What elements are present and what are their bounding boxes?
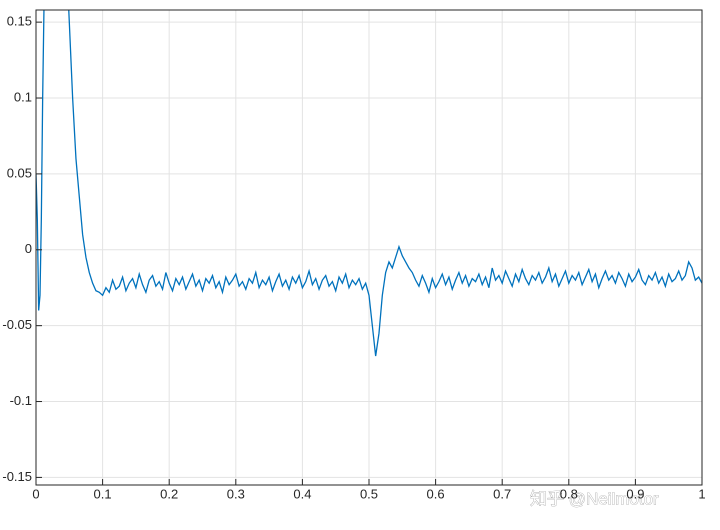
- x-tick-label: 0.6: [427, 486, 445, 501]
- y-tick-label: -0.05: [2, 317, 32, 332]
- y-tick-label: 0.05: [7, 165, 32, 180]
- y-tick-label: -0.1: [10, 393, 32, 408]
- x-tick-label: 0.8: [560, 486, 578, 501]
- x-tick-label: 0: [32, 486, 39, 501]
- x-tick-label: 0.5: [360, 486, 378, 501]
- x-tick-label: 0.7: [493, 486, 511, 501]
- x-tick-label: 1: [698, 486, 705, 501]
- x-tick-label: 0.3: [227, 486, 245, 501]
- x-tick-label: 0.9: [626, 486, 644, 501]
- watermark: 知乎 @Neilmotor: [530, 489, 659, 508]
- y-tick-label: -0.15: [2, 469, 32, 484]
- signal-line: [36, 10, 702, 357]
- x-tick-label: 0.2: [160, 486, 178, 501]
- y-tick-label: 0.1: [14, 89, 32, 104]
- x-tick-label: 0.4: [293, 486, 311, 501]
- y-tick-label: 0.15: [7, 14, 32, 29]
- y-tick-label: 0: [25, 241, 32, 256]
- x-tick-label: 0.1: [94, 486, 112, 501]
